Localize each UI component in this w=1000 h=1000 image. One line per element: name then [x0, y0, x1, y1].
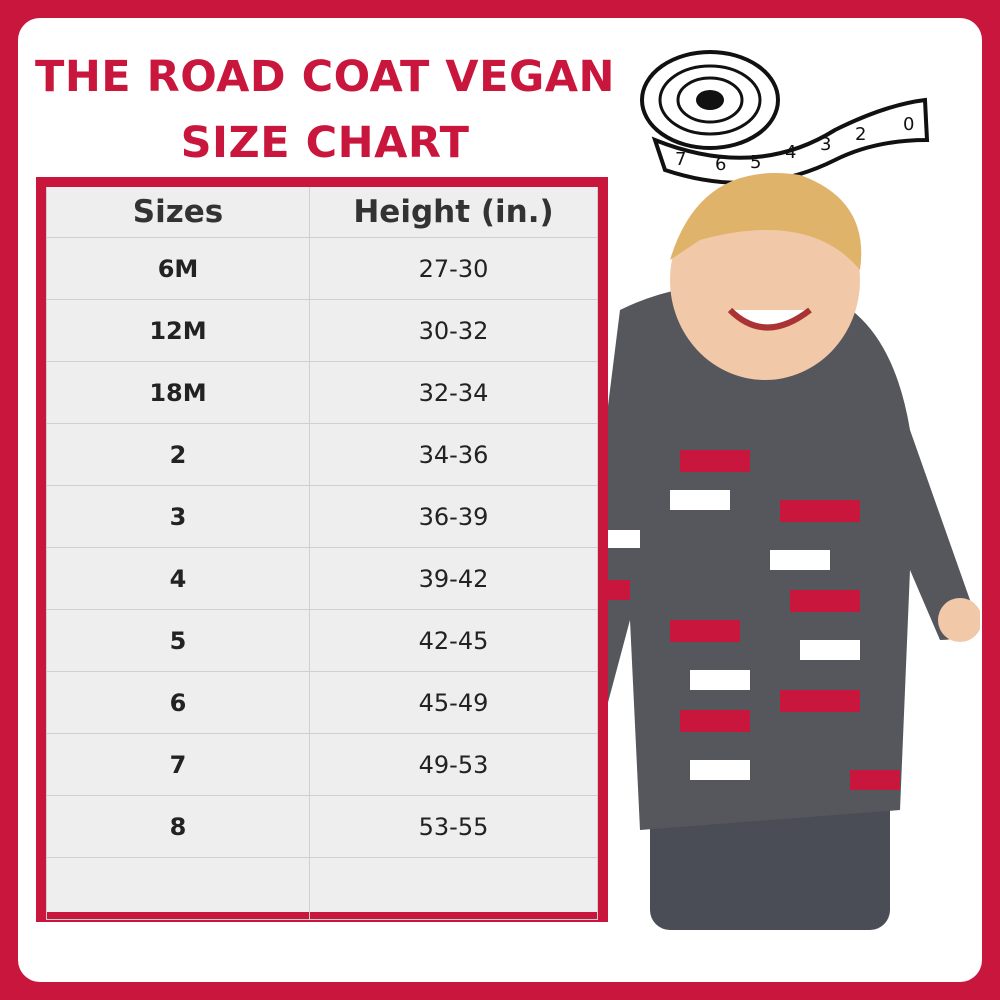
- table-row: 6 45-49: [46, 671, 598, 734]
- height-cell: 27-30: [309, 237, 598, 300]
- page-title-line1: THE ROAD COAT VEGAN: [34, 52, 616, 102]
- table-row: 2 34-36: [46, 423, 598, 486]
- table-row: [46, 857, 598, 920]
- size-cell: 8: [46, 795, 310, 858]
- table-row: 4 39-42: [46, 547, 598, 610]
- tape-number: 2: [855, 124, 866, 145]
- tape-number: 7: [675, 149, 686, 170]
- tape-number: 3: [820, 134, 831, 155]
- size-cell: 6: [46, 671, 310, 734]
- height-cell: [309, 857, 598, 920]
- height-cell: 34-36: [309, 423, 598, 486]
- table-header-row: Sizes Height (in.): [46, 187, 598, 238]
- size-cell: 7: [46, 733, 310, 796]
- child-in-coat-photo: [554, 173, 980, 930]
- size-cell: 12M: [46, 299, 310, 362]
- header-height: Height (in.): [309, 187, 598, 238]
- size-cell: 3: [46, 485, 310, 548]
- height-cell: 42-45: [309, 609, 598, 672]
- table-row: 7 49-53: [46, 733, 598, 796]
- size-cell: 2: [46, 423, 310, 486]
- table-row: 18M 32-34: [46, 361, 598, 424]
- size-cell: [46, 857, 310, 920]
- size-cell: 18M: [46, 361, 310, 424]
- size-cell: 4: [46, 547, 310, 610]
- height-cell: 30-32: [309, 299, 598, 362]
- height-cell: 53-55: [309, 795, 598, 858]
- table-row: 5 42-45: [46, 609, 598, 672]
- page-title-line2: SIZE CHART: [180, 118, 470, 168]
- height-cell: 45-49: [309, 671, 598, 734]
- tape-number: 0: [903, 114, 914, 135]
- height-cell: 39-42: [309, 547, 598, 610]
- header-sizes: Sizes: [46, 187, 310, 238]
- table-row: 12M 30-32: [46, 299, 598, 362]
- table-row: 8 53-55: [46, 795, 598, 858]
- height-cell: 49-53: [309, 733, 598, 796]
- tape-number: 4: [785, 142, 796, 163]
- size-cell: 5: [46, 609, 310, 672]
- tape-number: 5: [750, 152, 761, 173]
- measuring-tape-icon: 7 6 5 4 3 2 0: [640, 50, 930, 185]
- table-row: 3 36-39: [46, 485, 598, 548]
- tape-number: 6: [715, 154, 726, 175]
- height-cell: 32-34: [309, 361, 598, 424]
- size-cell: 6M: [46, 237, 310, 300]
- table-row: 6M 27-30: [46, 237, 598, 300]
- size-chart-table: Sizes Height (in.) 6M 27-30 12M 30-32 18M 32-…: [36, 177, 608, 922]
- height-cell: 36-39: [309, 485, 598, 548]
